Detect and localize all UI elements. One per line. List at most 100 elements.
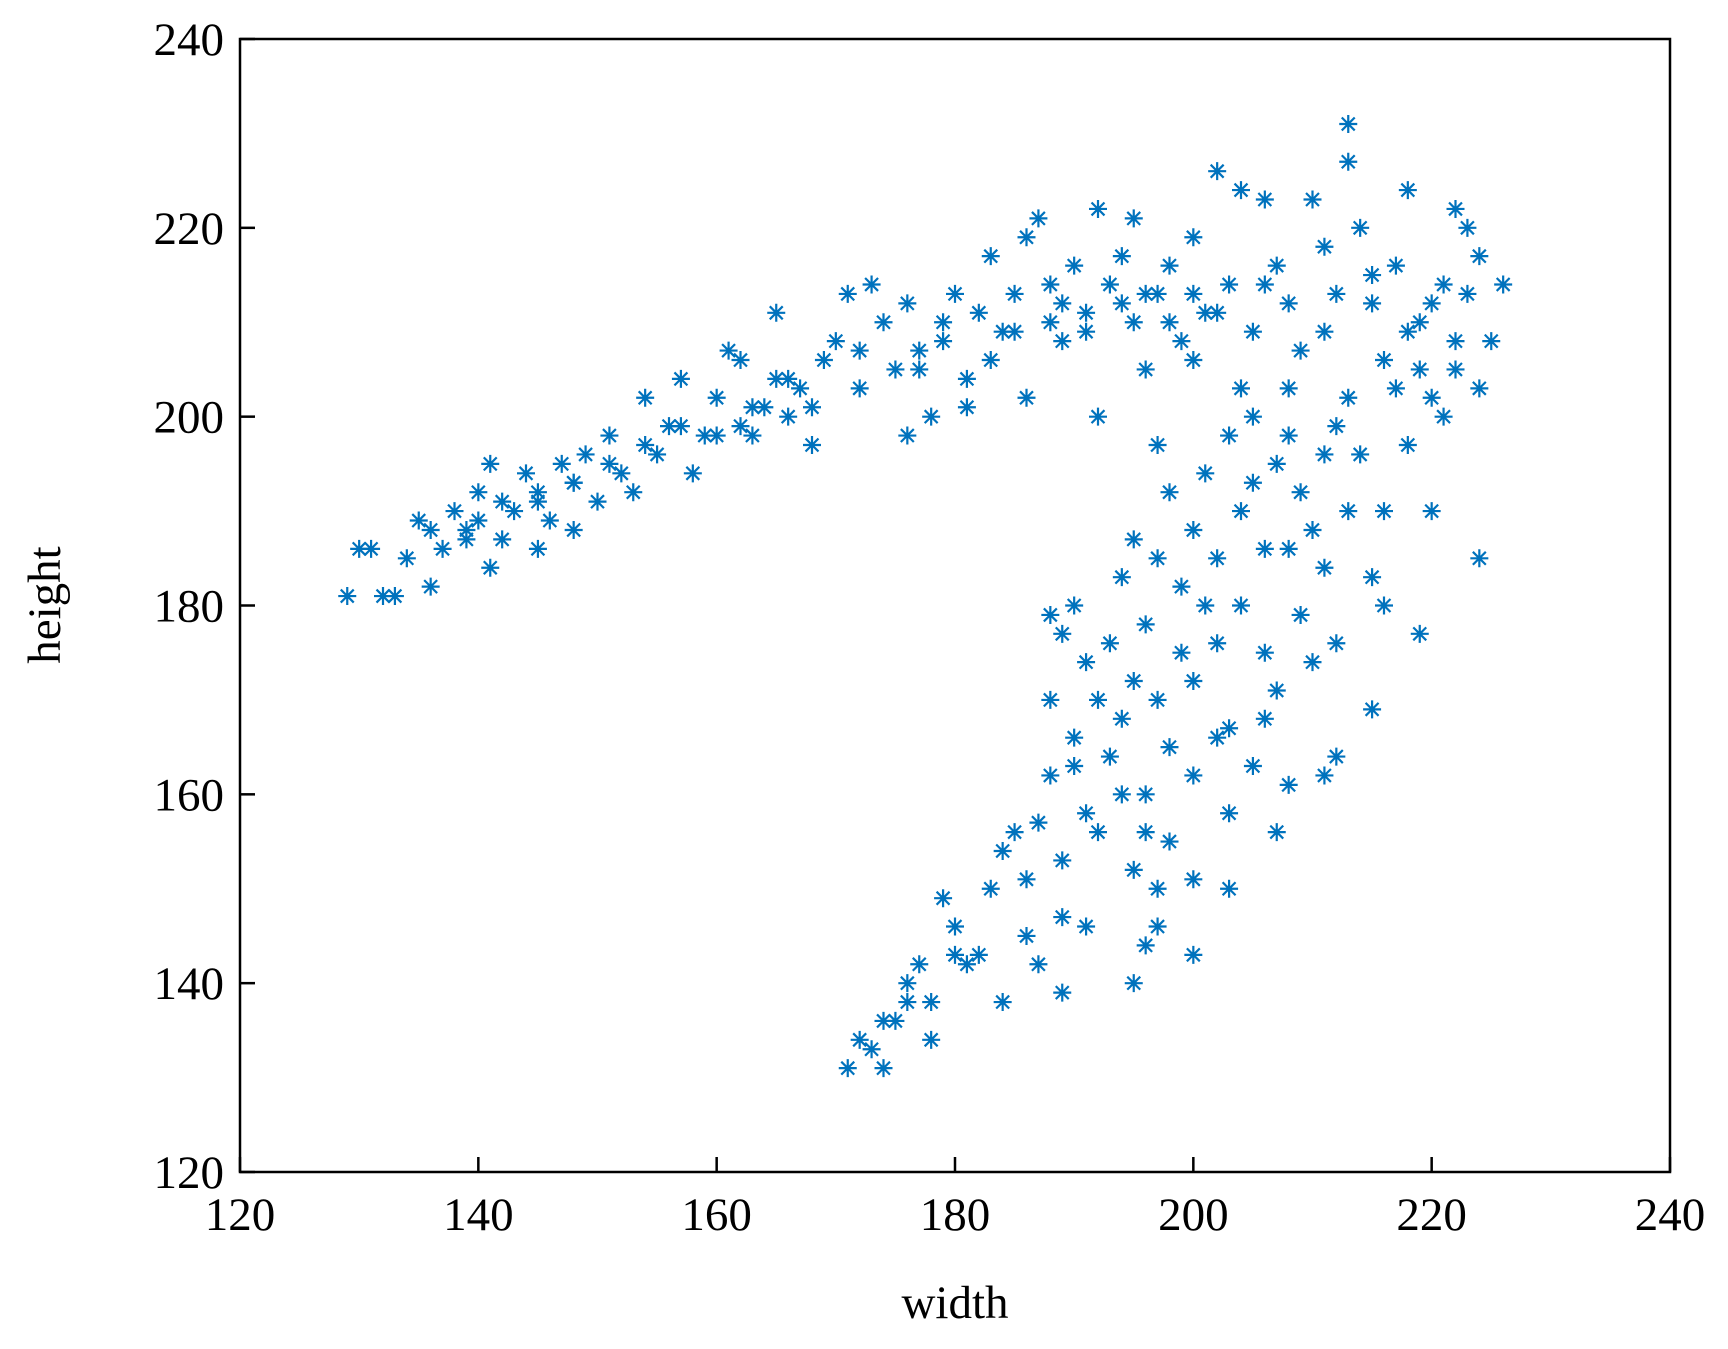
point — [1458, 218, 1477, 237]
point — [1029, 955, 1048, 974]
point — [528, 492, 547, 511]
point — [1184, 520, 1203, 539]
point — [1136, 823, 1155, 842]
point — [528, 539, 547, 558]
point — [1339, 388, 1358, 407]
point — [874, 1059, 893, 1078]
point — [1053, 624, 1072, 643]
point — [1208, 549, 1227, 568]
point — [874, 1011, 893, 1030]
point — [1053, 294, 1072, 313]
point — [910, 955, 929, 974]
point — [338, 587, 357, 606]
point — [1077, 917, 1096, 936]
point — [374, 587, 392, 606]
point — [1375, 351, 1393, 370]
point — [1470, 247, 1489, 266]
point — [1351, 218, 1370, 237]
point — [1196, 303, 1215, 322]
point — [1053, 983, 1072, 1002]
point — [767, 303, 786, 322]
point — [934, 313, 953, 332]
point — [1422, 388, 1441, 407]
point — [1184, 351, 1203, 370]
x-tick-label: 240 — [1635, 1189, 1706, 1241]
x-tick-label: 220 — [1396, 1189, 1467, 1241]
point — [1124, 209, 1143, 228]
point — [1089, 199, 1107, 218]
point — [1100, 275, 1119, 294]
point — [1422, 502, 1441, 521]
point — [898, 294, 917, 313]
point — [1255, 643, 1274, 662]
point — [1053, 332, 1072, 351]
y-tick-label: 220 — [154, 203, 225, 255]
point — [743, 398, 762, 417]
point — [1267, 681, 1286, 700]
point — [1136, 785, 1155, 804]
point — [1243, 473, 1262, 492]
point — [779, 369, 798, 388]
point — [1065, 596, 1084, 615]
point — [528, 483, 547, 502]
point — [993, 841, 1012, 860]
point — [946, 917, 964, 936]
point — [1255, 275, 1274, 294]
point — [1112, 247, 1131, 266]
point — [1077, 804, 1096, 823]
point — [1208, 303, 1227, 322]
point — [1446, 199, 1465, 218]
point — [671, 369, 690, 388]
y-tick-label: 240 — [154, 14, 225, 66]
point — [1148, 879, 1167, 898]
point — [1398, 435, 1417, 454]
point — [362, 539, 381, 558]
point — [993, 322, 1012, 341]
point — [1434, 407, 1453, 426]
point — [1124, 530, 1143, 549]
point — [1410, 624, 1429, 643]
point — [1041, 605, 1060, 624]
point — [814, 351, 833, 370]
point — [1041, 275, 1060, 294]
point — [1243, 757, 1262, 776]
point — [934, 332, 953, 351]
point — [588, 492, 607, 511]
y-axis-label: height — [19, 546, 71, 663]
point — [493, 492, 512, 511]
point — [1220, 275, 1239, 294]
point — [540, 511, 559, 530]
y-tick-label: 200 — [154, 392, 225, 444]
point — [1196, 596, 1215, 615]
point — [838, 1059, 857, 1078]
point — [1315, 322, 1334, 341]
point — [791, 379, 810, 398]
point — [612, 464, 631, 483]
point — [1363, 266, 1382, 285]
point — [1303, 190, 1322, 209]
point — [1017, 388, 1036, 407]
point — [1398, 322, 1417, 341]
point — [1005, 322, 1024, 341]
point — [922, 993, 941, 1012]
point — [1160, 832, 1179, 851]
point — [1041, 690, 1060, 709]
point — [695, 426, 714, 445]
point — [1243, 407, 1262, 426]
x-tick-label: 160 — [681, 1189, 752, 1241]
point — [993, 993, 1012, 1012]
point — [1303, 653, 1322, 672]
point — [421, 520, 440, 539]
point — [683, 464, 702, 483]
point — [1208, 162, 1227, 181]
point — [767, 369, 786, 388]
point — [1327, 634, 1346, 653]
point — [1160, 483, 1179, 502]
point — [1446, 332, 1465, 351]
point — [862, 1040, 881, 1059]
y-tick-label: 160 — [154, 769, 225, 821]
point — [1148, 549, 1167, 568]
point — [1124, 860, 1143, 879]
point — [1398, 181, 1417, 200]
point — [1172, 332, 1191, 351]
